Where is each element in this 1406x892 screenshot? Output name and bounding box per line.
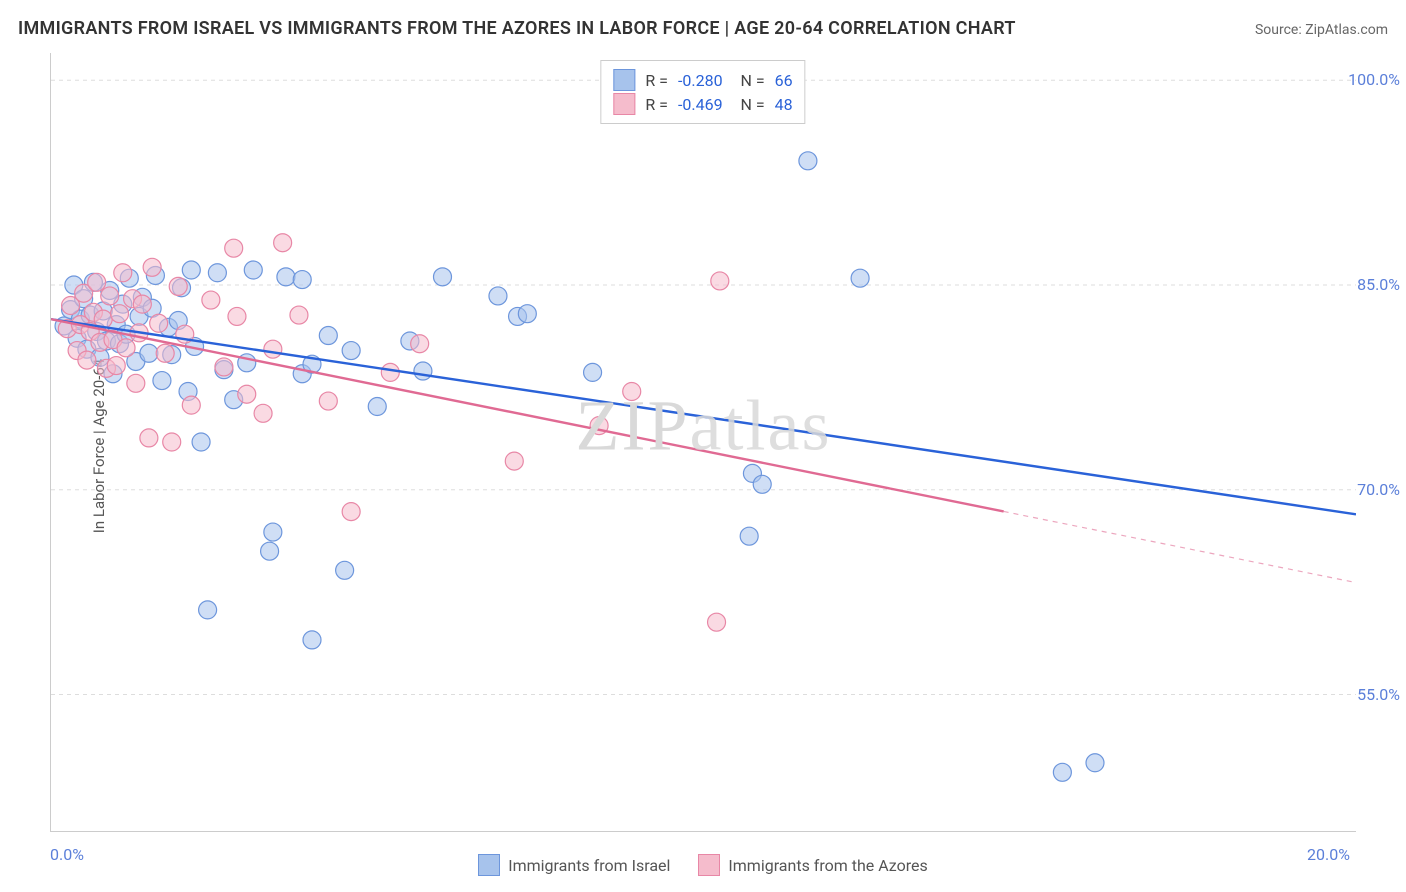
n-value-azores: 48 — [775, 95, 793, 114]
legend-label-azores: Immigrants from the Azores — [728, 856, 927, 875]
x-tick-label: 0.0% — [50, 845, 84, 864]
y-tick-label: 100.0% — [1348, 70, 1406, 89]
y-tick-label: 85.0% — [1357, 275, 1406, 294]
y-tick-label: 70.0% — [1357, 480, 1406, 499]
swatch-azores — [613, 93, 635, 115]
source-label: Source: ZipAtlas.com — [1255, 22, 1388, 38]
stats-row-israel: R = -0.280 N = 66 — [613, 69, 792, 91]
scatter-chart — [51, 53, 1356, 831]
r-value-azores: -0.469 — [678, 95, 723, 114]
legend-item-israel: Immigrants from Israel — [478, 854, 670, 876]
n-value-israel: 66 — [775, 71, 793, 90]
y-tick-label: 55.0% — [1357, 685, 1406, 704]
n-label: N = — [733, 95, 765, 114]
n-label: N = — [733, 71, 765, 90]
plot-area: ZIPatlas — [50, 53, 1356, 832]
legend-label-israel: Immigrants from Israel — [508, 856, 670, 875]
r-label: R = — [645, 71, 668, 90]
r-label: R = — [645, 95, 668, 114]
chart-title: IMMIGRANTS FROM ISRAEL VS IMMIGRANTS FRO… — [18, 18, 1016, 39]
swatch-israel — [613, 69, 635, 91]
x-tick-label: 20.0% — [1307, 845, 1350, 864]
swatch-israel — [478, 854, 500, 876]
swatch-azores — [698, 854, 720, 876]
stats-row-azores: R = -0.469 N = 48 — [613, 93, 792, 115]
bottom-legend: Immigrants from Israel Immigrants from t… — [0, 854, 1406, 876]
legend-item-azores: Immigrants from the Azores — [698, 854, 927, 876]
stats-legend-box: R = -0.280 N = 66 R = -0.469 N = 48 — [600, 60, 805, 124]
r-value-israel: -0.280 — [678, 71, 723, 90]
